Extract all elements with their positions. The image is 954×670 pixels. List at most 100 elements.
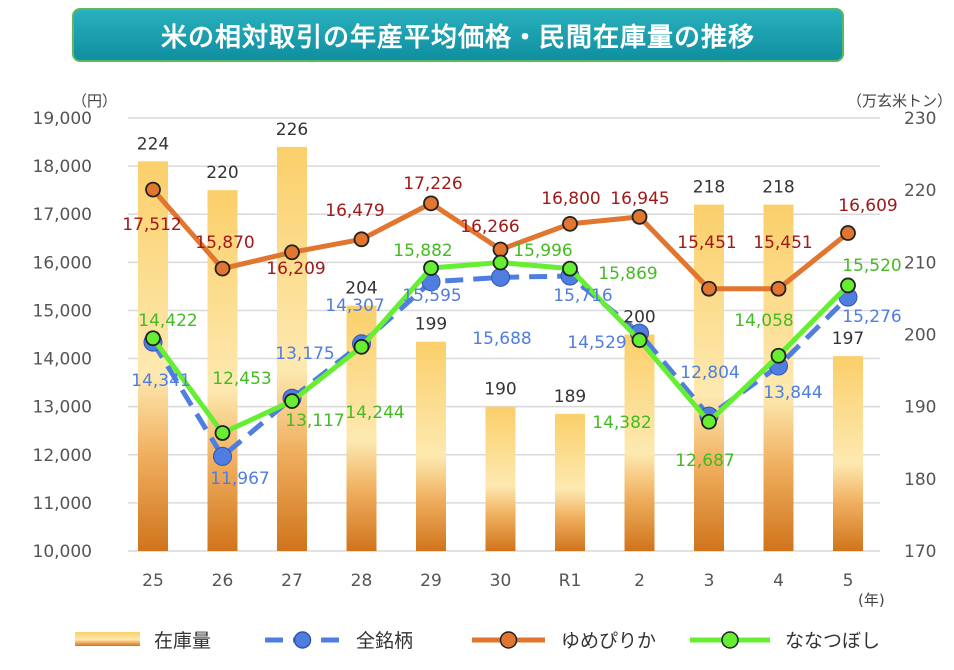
left-tick-label: 17,000 xyxy=(33,205,92,225)
left-tick-label: 16,000 xyxy=(33,253,92,273)
x-tick-label: 25 xyxy=(142,571,164,591)
inventory-bar xyxy=(416,341,446,551)
left-tick-label: 15,000 xyxy=(33,301,92,321)
bar-data-label: 197 xyxy=(832,329,864,349)
right-axis-unit: （万玄米トン） xyxy=(847,92,952,110)
line-data-label: 14,341 xyxy=(131,371,190,391)
line-data-label: 11,967 xyxy=(210,469,269,489)
bar-data-label: 189 xyxy=(554,387,586,407)
line-data-label: 12,453 xyxy=(212,369,271,389)
x-tick-label: 29 xyxy=(420,571,442,591)
line-data-label: 17,226 xyxy=(403,174,462,194)
line-data-label: 15,869 xyxy=(598,264,657,284)
data-point xyxy=(701,280,717,297)
line-data-label: 16,945 xyxy=(610,189,669,209)
line-data-label: 14,244 xyxy=(345,403,404,423)
legend-label: ゆめぴりか xyxy=(561,630,656,652)
right-tick-label: 170 xyxy=(904,542,936,562)
inventory-bar xyxy=(277,146,307,551)
inventory-bar xyxy=(624,334,655,551)
x-tick-label: 27 xyxy=(281,571,303,591)
line-data-label: 15,688 xyxy=(472,329,531,349)
line-data-label: 12,804 xyxy=(680,363,739,383)
line-data-label: 13,844 xyxy=(763,383,822,403)
data-point xyxy=(423,195,439,212)
bar-data-label: 220 xyxy=(206,163,238,183)
left-tick-label: 12,000 xyxy=(33,446,92,466)
line-data-label: 13,175 xyxy=(275,344,334,364)
bar-data-label: 204 xyxy=(345,279,377,299)
line-data-label: 15,451 xyxy=(753,233,812,253)
data-point xyxy=(492,254,509,271)
data-point xyxy=(631,332,648,349)
inventory-bar xyxy=(485,406,516,551)
inventory-bar xyxy=(833,356,863,551)
legend-label: 在庫量 xyxy=(154,630,211,652)
legend-marker xyxy=(499,631,518,649)
data-point xyxy=(770,347,787,364)
x-tick-label: 28 xyxy=(351,571,373,591)
line-data-label: 15,996 xyxy=(513,241,572,261)
line-data-label: 14,529 xyxy=(567,333,626,353)
line-data-label: 12,687 xyxy=(675,451,734,471)
bar-data-label: 226 xyxy=(276,120,308,140)
x-axis-unit: (年) xyxy=(858,591,885,609)
legend-label: 全銘柄 xyxy=(356,630,413,652)
data-point xyxy=(214,260,231,277)
legend-marker xyxy=(293,631,312,649)
line-data-label: 16,800 xyxy=(541,189,600,209)
line-data-label: 15,595 xyxy=(402,286,461,306)
data-point xyxy=(284,393,300,409)
line-data-label: 17,512 xyxy=(122,215,181,235)
data-point xyxy=(145,330,161,347)
legend-label: ななつぼし xyxy=(785,630,880,652)
bar-data-label: 200 xyxy=(623,308,655,328)
left-tick-label: 13,000 xyxy=(33,398,92,418)
data-point xyxy=(840,225,856,241)
data-point xyxy=(840,277,856,294)
legend-marker xyxy=(721,631,739,649)
data-point xyxy=(770,280,787,297)
chart-title: 米の相対取引の年産平均価格・民間在庫量の推移 xyxy=(72,8,844,62)
line-data-label: 15,716 xyxy=(553,286,612,306)
data-point xyxy=(492,241,509,258)
left-tick-label: 18,000 xyxy=(33,157,92,177)
data-point xyxy=(631,208,648,225)
right-tick-label: 220 xyxy=(904,181,936,201)
bar-data-label: 199 xyxy=(415,315,447,335)
x-tick-label: 5 xyxy=(843,571,854,591)
right-tick-label: 210 xyxy=(904,253,936,273)
data-point xyxy=(353,338,370,355)
line-data-label: 16,209 xyxy=(266,259,325,279)
line-data-label: 14,058 xyxy=(734,311,793,331)
right-tick-label: 190 xyxy=(904,398,936,418)
line-data-label: 16,609 xyxy=(838,196,897,216)
left-tick-label: 10,000 xyxy=(33,542,92,562)
right-tick-label: 200 xyxy=(904,326,936,346)
line-data-label: 15,882 xyxy=(393,241,452,261)
left-tick-label: 11,000 xyxy=(33,494,92,514)
line-data-label: 14,307 xyxy=(325,296,384,316)
line-data-label: 14,422 xyxy=(138,311,197,331)
data-point xyxy=(213,446,232,466)
data-point xyxy=(701,413,717,430)
bar-data-label: 218 xyxy=(762,178,794,198)
x-tick-label: 4 xyxy=(773,571,784,591)
line-data-label: 15,520 xyxy=(842,256,901,276)
line-data-label: 16,266 xyxy=(460,217,519,237)
left-tick-label: 14,000 xyxy=(33,350,92,370)
data-point xyxy=(145,181,161,198)
line-data-label: 15,451 xyxy=(677,233,736,253)
data-point xyxy=(214,425,231,441)
line-data-label: 14,382 xyxy=(592,413,651,433)
data-point xyxy=(491,267,510,287)
x-tick-label: 3 xyxy=(704,571,715,591)
x-tick-label: 26 xyxy=(212,571,234,591)
legend-bar-swatch xyxy=(75,632,140,646)
inventory-bar xyxy=(694,204,724,551)
right-tick-label: 230 xyxy=(904,109,936,129)
line-data-label: 16,479 xyxy=(325,201,384,221)
bar-data-label: 218 xyxy=(693,178,725,198)
line-data-label: 13,117 xyxy=(285,411,344,431)
